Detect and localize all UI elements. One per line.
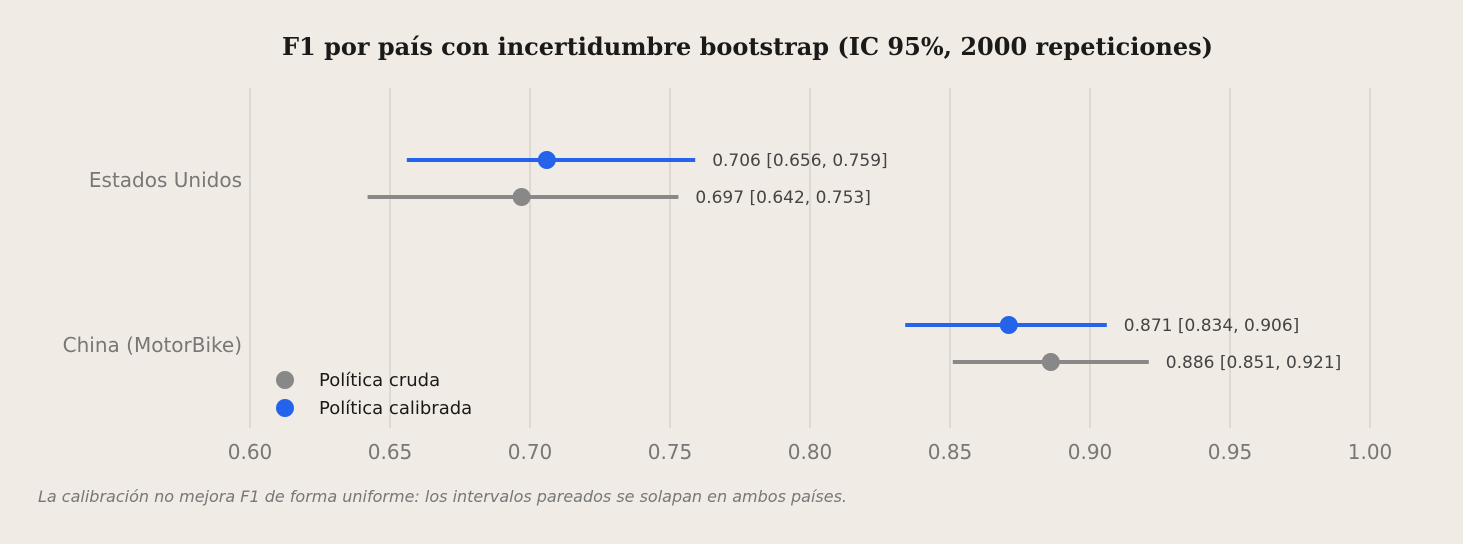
category-label: China (MotorBike): [63, 333, 242, 357]
chart-title: F1 por país con incertidumbre bootstrap …: [281, 32, 1213, 61]
legend-label: Política cruda: [319, 370, 440, 391]
data-label: 0.697 [0.642, 0.753]: [695, 188, 870, 208]
x-tick-label: 1.00: [1348, 440, 1393, 464]
data-label: 0.886 [0.851, 0.921]: [1166, 353, 1341, 373]
footnote: La calibración no mejora F1 de forma uni…: [38, 487, 847, 506]
x-tick-label: 0.70: [508, 440, 553, 464]
x-tick-label: 0.60: [228, 440, 273, 464]
data-label: 0.871 [0.834, 0.906]: [1124, 316, 1299, 336]
data-point: [999, 316, 1018, 334]
data-point: [1041, 353, 1060, 371]
legend-marker: [276, 371, 294, 389]
legend-marker: [276, 399, 294, 417]
x-tick-label: 0.85: [928, 440, 973, 464]
x-tick-label: 0.80: [788, 440, 833, 464]
x-tick-label: 0.75: [648, 440, 693, 464]
legend-label: Política calibrada: [319, 398, 472, 419]
x-tick-label: 0.90: [1068, 440, 1113, 464]
category-label: Estados Unidos: [89, 168, 242, 192]
x-tick-label: 0.95: [1208, 440, 1253, 464]
data-point: [512, 188, 531, 206]
data-label: 0.706 [0.656, 0.759]: [712, 151, 887, 171]
data-point: [537, 151, 556, 169]
x-tick-label: 0.65: [368, 440, 413, 464]
